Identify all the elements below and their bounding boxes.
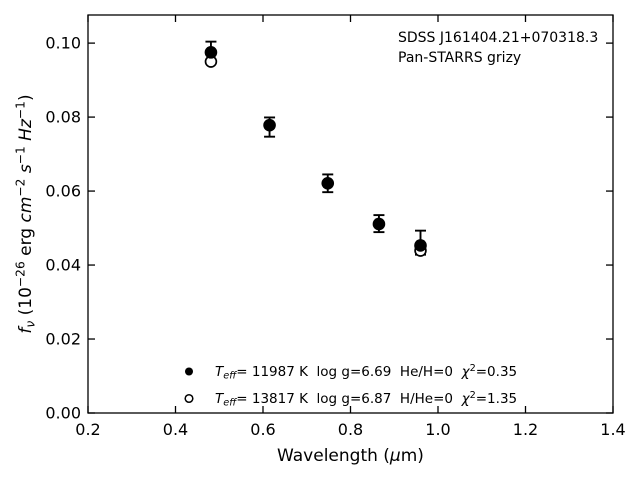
x-tick-label: 0.6 xyxy=(250,420,275,439)
y-tick-label: 0.04 xyxy=(45,256,81,275)
y-tick-label: 0.00 xyxy=(45,404,81,423)
legend-open-circle-marker xyxy=(184,393,194,404)
x-tick-label: 1.2 xyxy=(513,420,538,439)
axes-frame xyxy=(87,14,614,414)
x-tick-label: 0.2 xyxy=(75,420,100,439)
data-point-filled-circle xyxy=(263,118,276,132)
y-tick-label: 0.10 xyxy=(45,34,81,53)
x-axis-label: Wavelength (μm) xyxy=(277,446,424,466)
data-point-filled-circle xyxy=(321,176,335,190)
series-model-1 xyxy=(204,46,427,252)
series-model-2 xyxy=(204,55,427,257)
legend-filled-circle-marker xyxy=(185,367,193,376)
x-tick-label: 1.4 xyxy=(600,420,625,439)
error-bars-model-1 xyxy=(205,40,426,256)
x-tick-label: 0.4 xyxy=(163,420,188,439)
object-annotation: SDSS J161404.21+070318.3 Pan-STARRS griz… xyxy=(398,29,598,68)
axis-ticks xyxy=(87,15,614,414)
legend: Teff= 11987 K log g=6.69 He/H=0 χ2=0.35 T… xyxy=(184,363,517,409)
legend-label-model-1: Teff= 11987 K log g=6.69 He/H=0 χ2=0.35 xyxy=(215,363,517,382)
data-point-filled-circle xyxy=(204,46,218,59)
y-axis-label: fν (10−26 erg cm−2 s−1 Hz−1) xyxy=(14,94,38,333)
y-tick-label: 0.06 xyxy=(45,182,81,201)
y-tick-label: 0.02 xyxy=(45,330,81,349)
data-point-filled-circle xyxy=(414,239,427,252)
legend-label-model-2: Teff= 13817 K log g=6.87 H/He=0 χ2=1.35 xyxy=(215,390,517,409)
object-id-label: SDSS J161404.21+070318.3 xyxy=(398,30,599,46)
x-tick-label: 1.0 xyxy=(425,420,450,439)
y-tick-label: 0.08 xyxy=(45,108,81,127)
survey-label: Pan-STARRS grizy xyxy=(398,49,522,66)
x-tick-label: 0.8 xyxy=(338,420,363,439)
tick-labels: 0.2 0.4 0.6 0.8 1.0 1.2 1.4 0.00 0.02 0.04 0.06 0.0… xyxy=(45,34,625,439)
data-point-filled-circle xyxy=(372,217,386,231)
